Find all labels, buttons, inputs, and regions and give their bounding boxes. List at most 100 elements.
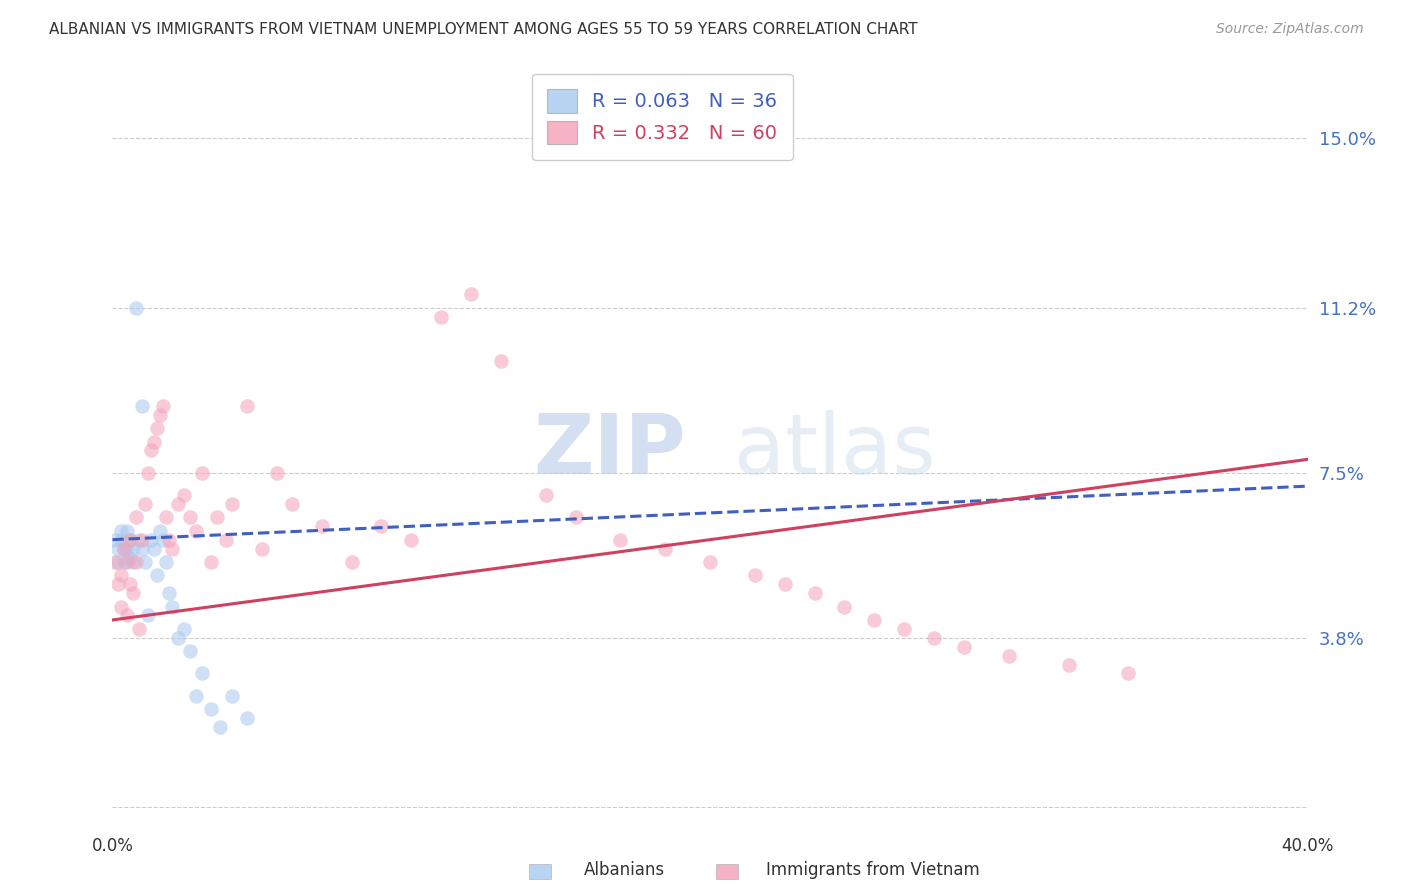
Point: [250, 541, 273, 556]
Point: [120, 533, 142, 547]
Point: [143, 434, 166, 449]
Point: [205, 510, 228, 524]
Point: [922, 631, 945, 645]
Point: [179, 644, 201, 658]
Point: [120, 533, 142, 547]
Bar: [716, 863, 738, 880]
Point: [131, 541, 153, 556]
Point: [152, 399, 174, 413]
Point: [125, 555, 148, 569]
Point: [120, 550, 142, 565]
Point: [179, 510, 201, 524]
Point: [117, 524, 139, 538]
Bar: [529, 863, 551, 880]
Point: [430, 310, 453, 324]
Point: [128, 622, 150, 636]
Point: [281, 497, 304, 511]
Point: [149, 408, 172, 422]
Point: [122, 541, 145, 556]
Point: [186, 689, 208, 703]
Point: [209, 720, 232, 734]
Point: [266, 466, 288, 480]
Point: [110, 533, 132, 547]
Point: [146, 568, 169, 582]
Point: [117, 608, 139, 623]
Text: ALBANIAN VS IMMIGRANTS FROM VIETNAM UNEMPLOYMENT AMONG AGES 55 TO 59 YEARS CORRE: ALBANIAN VS IMMIGRANTS FROM VIETNAM UNEM…: [49, 22, 918, 37]
Point: [863, 613, 886, 627]
Point: [157, 533, 180, 547]
Point: [215, 533, 238, 547]
Point: [893, 622, 915, 636]
Point: [236, 399, 259, 413]
Point: [654, 541, 676, 556]
Text: Immigrants from Vietnam: Immigrants from Vietnam: [766, 861, 980, 879]
Point: [141, 533, 163, 547]
Point: [138, 466, 160, 480]
Point: [128, 533, 150, 547]
Point: [167, 497, 190, 511]
Point: [773, 577, 796, 591]
Point: [221, 689, 243, 703]
Point: [143, 541, 166, 556]
Point: [340, 555, 363, 569]
Point: [125, 510, 148, 524]
Point: [117, 541, 139, 556]
Point: [155, 555, 177, 569]
Point: [131, 533, 153, 547]
Point: [134, 497, 156, 511]
Point: [834, 599, 856, 614]
Point: [138, 608, 160, 623]
Point: [149, 524, 172, 538]
Point: [146, 421, 169, 435]
Point: [1118, 666, 1140, 681]
Point: [107, 541, 129, 556]
Point: [157, 586, 180, 600]
Text: Albanians: Albanians: [583, 861, 665, 879]
Point: [534, 488, 557, 502]
Point: [744, 568, 766, 582]
Point: [173, 488, 195, 502]
Point: [162, 599, 183, 614]
Point: [191, 466, 214, 480]
Point: [221, 497, 243, 511]
Point: [122, 555, 145, 569]
Point: [162, 541, 183, 556]
Point: [152, 533, 174, 547]
Point: [609, 533, 631, 547]
Point: [401, 533, 423, 547]
Point: [134, 555, 156, 569]
Point: [107, 577, 129, 591]
Point: [200, 702, 222, 716]
Text: Source: ZipAtlas.com: Source: ZipAtlas.com: [1216, 22, 1364, 37]
Point: [803, 586, 825, 600]
Point: [998, 648, 1021, 663]
Point: [114, 541, 135, 556]
Point: [155, 510, 177, 524]
Point: [114, 555, 135, 569]
Point: [1057, 657, 1080, 672]
Point: [186, 524, 208, 538]
Point: [200, 555, 222, 569]
Point: [107, 555, 129, 569]
Point: [953, 640, 976, 654]
Point: [699, 555, 721, 569]
Point: [110, 524, 132, 538]
Point: [167, 631, 190, 645]
Text: ZIP: ZIP: [534, 410, 686, 491]
Point: [460, 287, 482, 301]
Point: [125, 301, 148, 315]
Point: [131, 399, 153, 413]
Point: [370, 519, 392, 533]
Point: [120, 577, 142, 591]
Point: [122, 586, 145, 600]
Point: [110, 599, 132, 614]
Point: [141, 443, 163, 458]
Point: [114, 541, 135, 556]
Point: [117, 555, 139, 569]
Point: [489, 354, 512, 368]
Text: atlas: atlas: [734, 410, 935, 491]
Point: [564, 510, 586, 524]
Legend: R = 0.063   N = 36, R = 0.332   N = 60: R = 0.063 N = 36, R = 0.332 N = 60: [531, 73, 793, 160]
Point: [191, 666, 214, 681]
Point: [311, 519, 333, 533]
